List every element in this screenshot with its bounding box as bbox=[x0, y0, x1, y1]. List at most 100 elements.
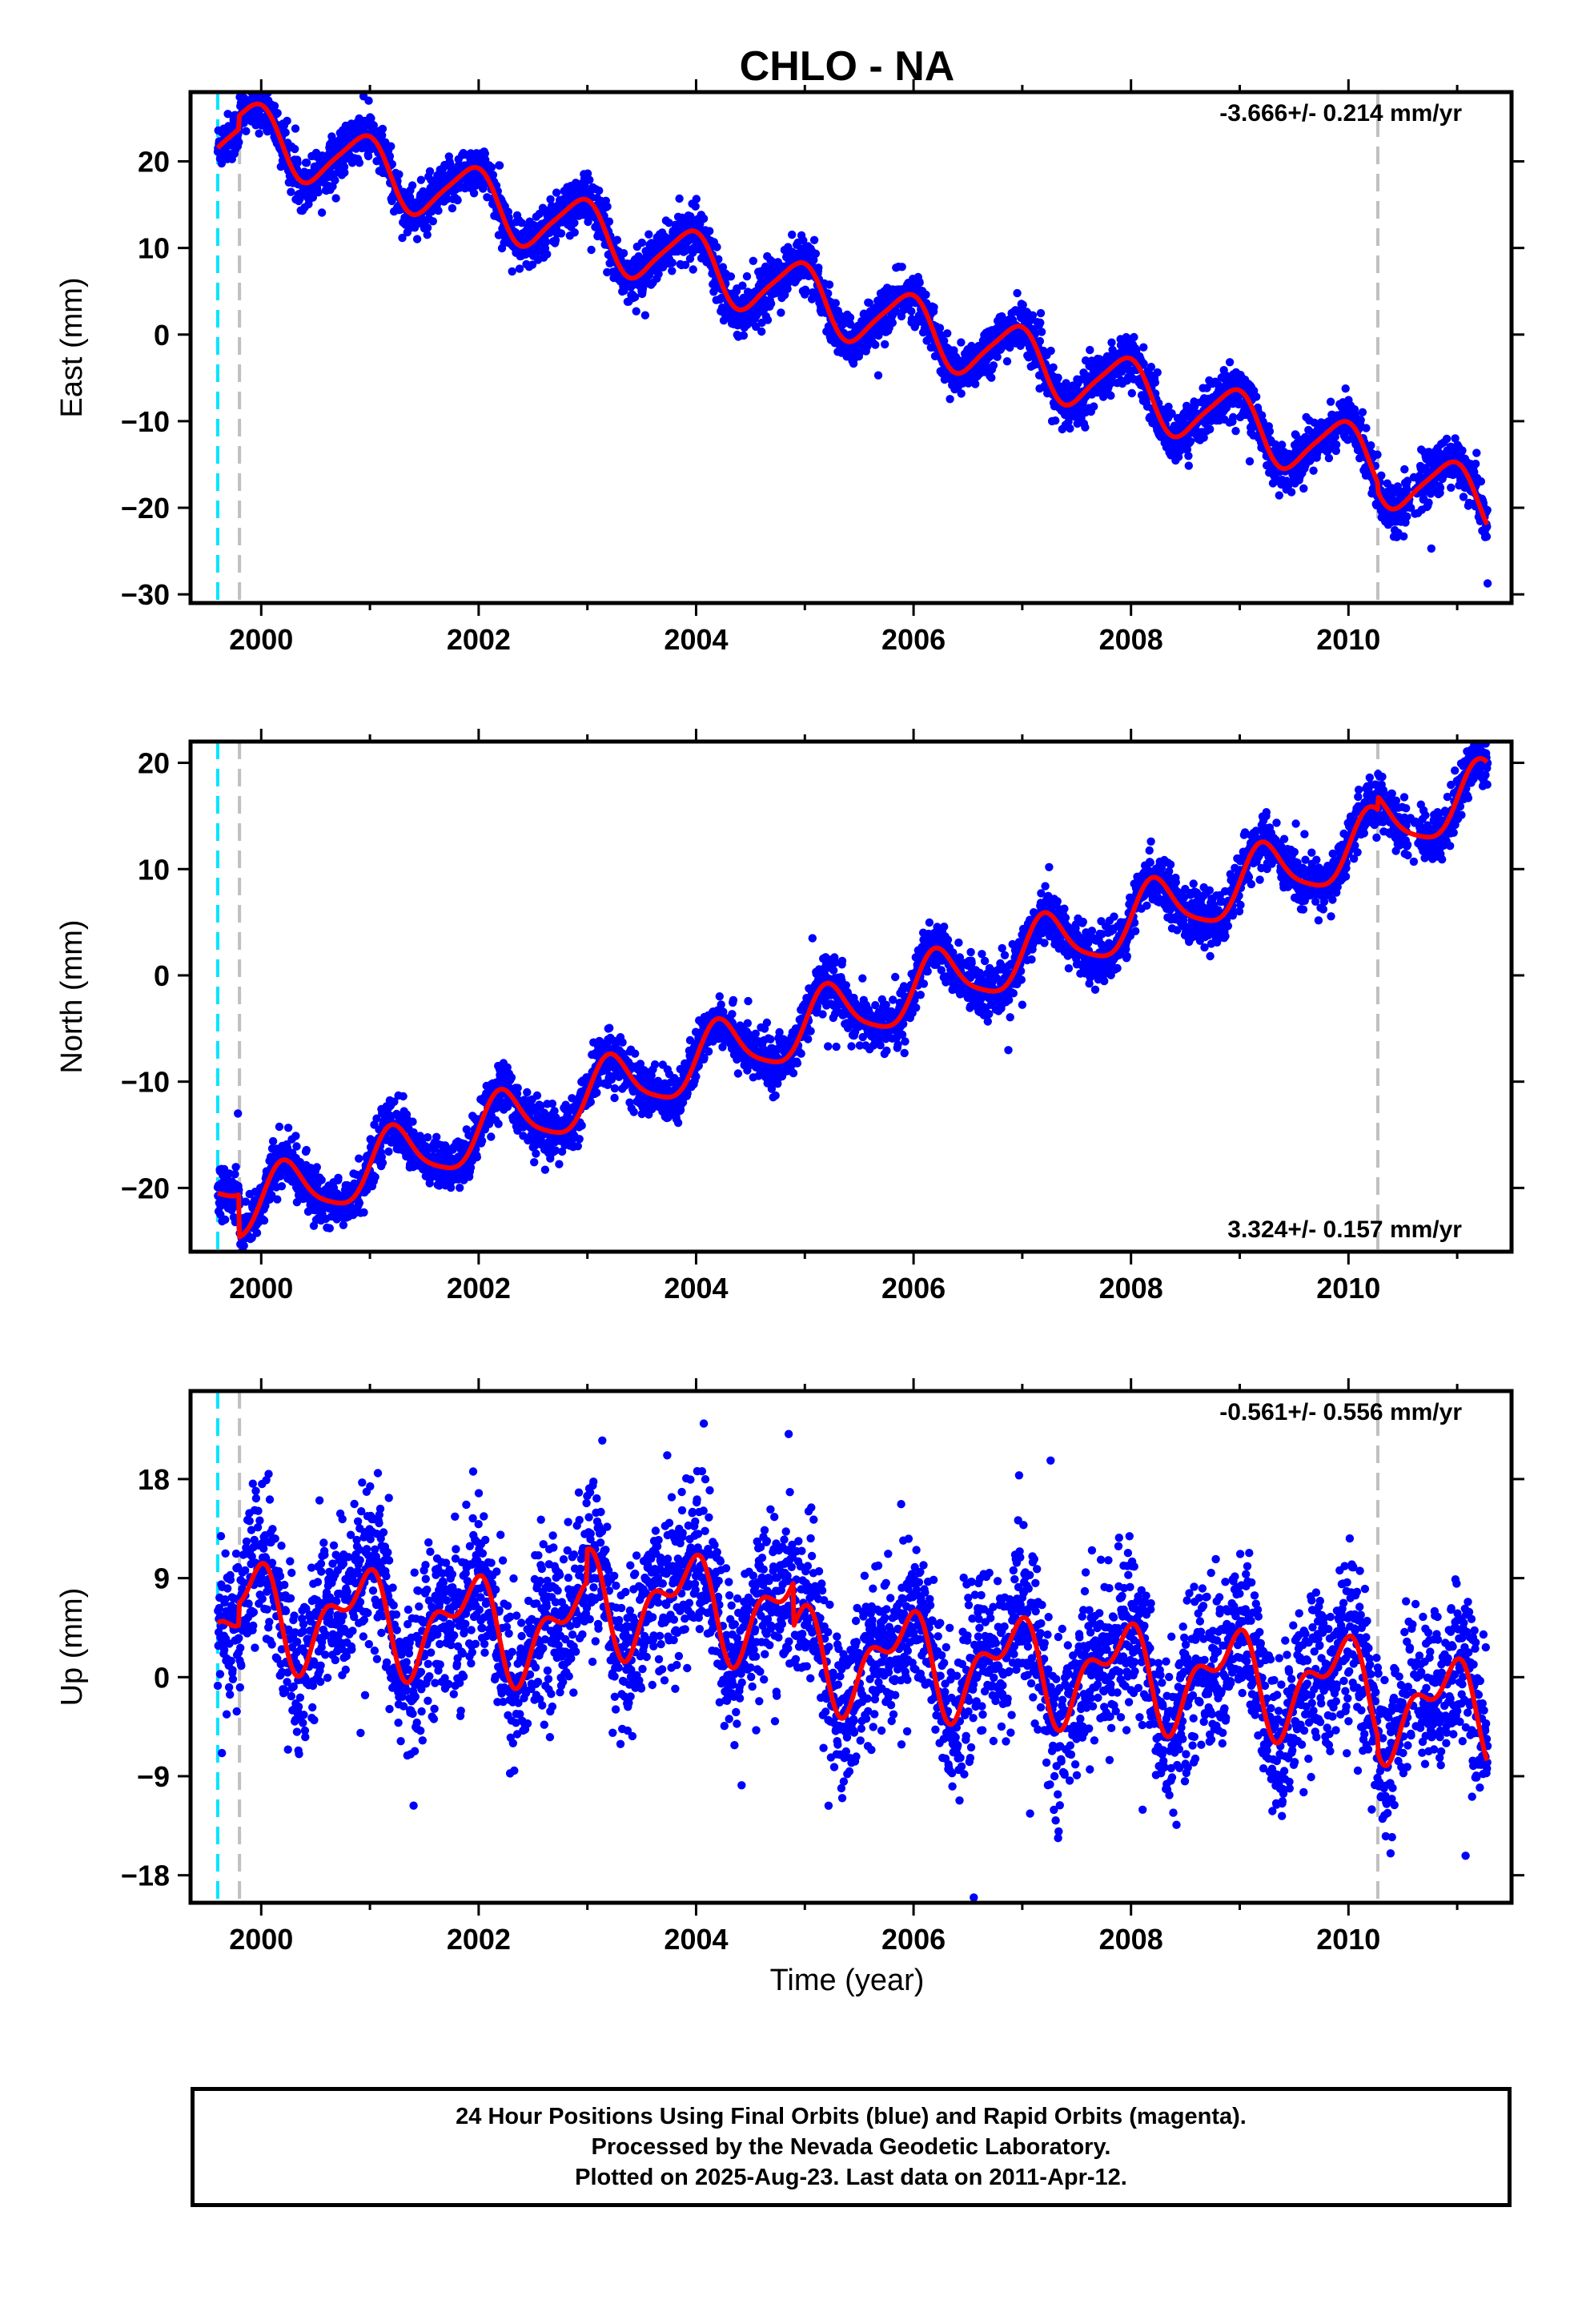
data-point bbox=[302, 1145, 311, 1155]
data-point bbox=[809, 235, 819, 244]
data-point bbox=[570, 228, 579, 237]
data-point bbox=[469, 189, 479, 198]
data-point bbox=[399, 1092, 408, 1101]
data-point bbox=[1472, 448, 1481, 457]
data-point bbox=[1130, 332, 1138, 342]
data-point bbox=[448, 203, 457, 213]
data-point bbox=[1036, 318, 1045, 328]
data-point bbox=[480, 149, 489, 158]
data-point bbox=[749, 256, 757, 265]
east-scatter-points bbox=[213, 71, 1492, 588]
data-point bbox=[632, 307, 640, 316]
north-panel: 2000 2002 2004 2006 2008 201020100−10−20North… bbox=[55, 729, 1524, 1305]
data-point bbox=[713, 243, 721, 251]
data-point bbox=[587, 245, 596, 255]
data-point bbox=[331, 176, 339, 185]
data-point bbox=[714, 255, 723, 263]
data-point bbox=[739, 331, 749, 340]
data-point bbox=[239, 1241, 248, 1250]
data-point bbox=[1287, 488, 1296, 497]
data-point bbox=[930, 303, 938, 312]
data-point bbox=[1403, 512, 1411, 521]
data-point bbox=[541, 238, 551, 247]
data-point bbox=[619, 249, 628, 258]
data-point bbox=[251, 77, 259, 85]
data-point bbox=[405, 193, 415, 202]
data-point bbox=[453, 195, 462, 205]
data-point bbox=[1356, 416, 1365, 424]
data-point bbox=[1403, 485, 1411, 494]
data-point bbox=[287, 187, 295, 196]
data-point bbox=[801, 285, 810, 294]
data-point bbox=[689, 265, 697, 274]
data-point bbox=[888, 318, 897, 328]
data-point bbox=[1400, 464, 1409, 474]
data-point bbox=[726, 272, 736, 281]
data-point bbox=[339, 1220, 348, 1230]
data-point bbox=[1278, 440, 1287, 449]
data-point bbox=[691, 202, 700, 211]
data-point bbox=[612, 235, 622, 244]
data-point bbox=[317, 208, 327, 217]
data-point bbox=[423, 231, 432, 239]
data-point bbox=[546, 195, 555, 204]
data-point bbox=[1107, 338, 1116, 347]
data-point bbox=[675, 194, 684, 203]
data-point bbox=[668, 258, 677, 267]
data-point bbox=[1362, 424, 1371, 432]
data-point bbox=[915, 278, 924, 287]
data-point bbox=[692, 195, 701, 203]
data-point bbox=[235, 138, 243, 147]
data-point bbox=[517, 219, 526, 227]
data-point bbox=[766, 299, 776, 308]
y-tick-label: 20 bbox=[138, 146, 170, 179]
data-point bbox=[543, 250, 552, 259]
data-point bbox=[248, 73, 256, 81]
east-y-axis-title: East (mm) bbox=[55, 277, 89, 417]
data-point bbox=[989, 361, 998, 370]
data-point bbox=[446, 160, 455, 169]
data-point bbox=[742, 271, 752, 281]
data-point bbox=[428, 217, 437, 226]
data-point bbox=[340, 168, 349, 177]
x-tick-label: 2002 bbox=[447, 623, 511, 656]
data-point bbox=[631, 292, 640, 302]
data-point bbox=[638, 284, 648, 293]
data-point bbox=[570, 219, 579, 227]
data-point bbox=[1245, 456, 1255, 466]
data-point bbox=[268, 1136, 278, 1146]
data-point bbox=[552, 188, 561, 197]
data-point bbox=[387, 159, 396, 169]
data-point bbox=[245, 71, 253, 79]
data-point bbox=[654, 270, 663, 279]
x-tick-label: 2006 bbox=[881, 623, 946, 656]
x-tick-label: 2010 bbox=[1316, 623, 1380, 656]
data-point bbox=[355, 1154, 363, 1163]
data-point bbox=[921, 290, 930, 300]
data-point bbox=[371, 1172, 379, 1182]
data-point bbox=[385, 151, 395, 161]
x-tick-label: 2008 bbox=[1099, 623, 1163, 656]
data-point bbox=[681, 260, 690, 269]
data-point bbox=[355, 159, 364, 167]
data-point bbox=[640, 311, 650, 320]
data-point bbox=[1106, 391, 1115, 400]
data-point bbox=[814, 263, 823, 272]
data-point bbox=[1482, 532, 1492, 541]
data-point bbox=[595, 186, 604, 195]
data-point bbox=[364, 96, 373, 105]
data-point bbox=[1442, 434, 1452, 444]
data-point bbox=[1086, 345, 1094, 355]
data-point bbox=[312, 1163, 321, 1172]
data-point bbox=[1324, 453, 1334, 463]
data-point bbox=[1139, 343, 1148, 352]
data-point bbox=[1458, 446, 1467, 455]
y-tick-label: −10 bbox=[121, 405, 170, 438]
data-point bbox=[971, 380, 980, 388]
data-point bbox=[242, 1260, 250, 1268]
data-point bbox=[317, 1176, 326, 1184]
east-velocity-label: -3.666+/- 0.214 mm/yr bbox=[1219, 100, 1462, 127]
data-point bbox=[788, 230, 797, 239]
data-point bbox=[302, 159, 311, 167]
data-point bbox=[367, 114, 375, 123]
